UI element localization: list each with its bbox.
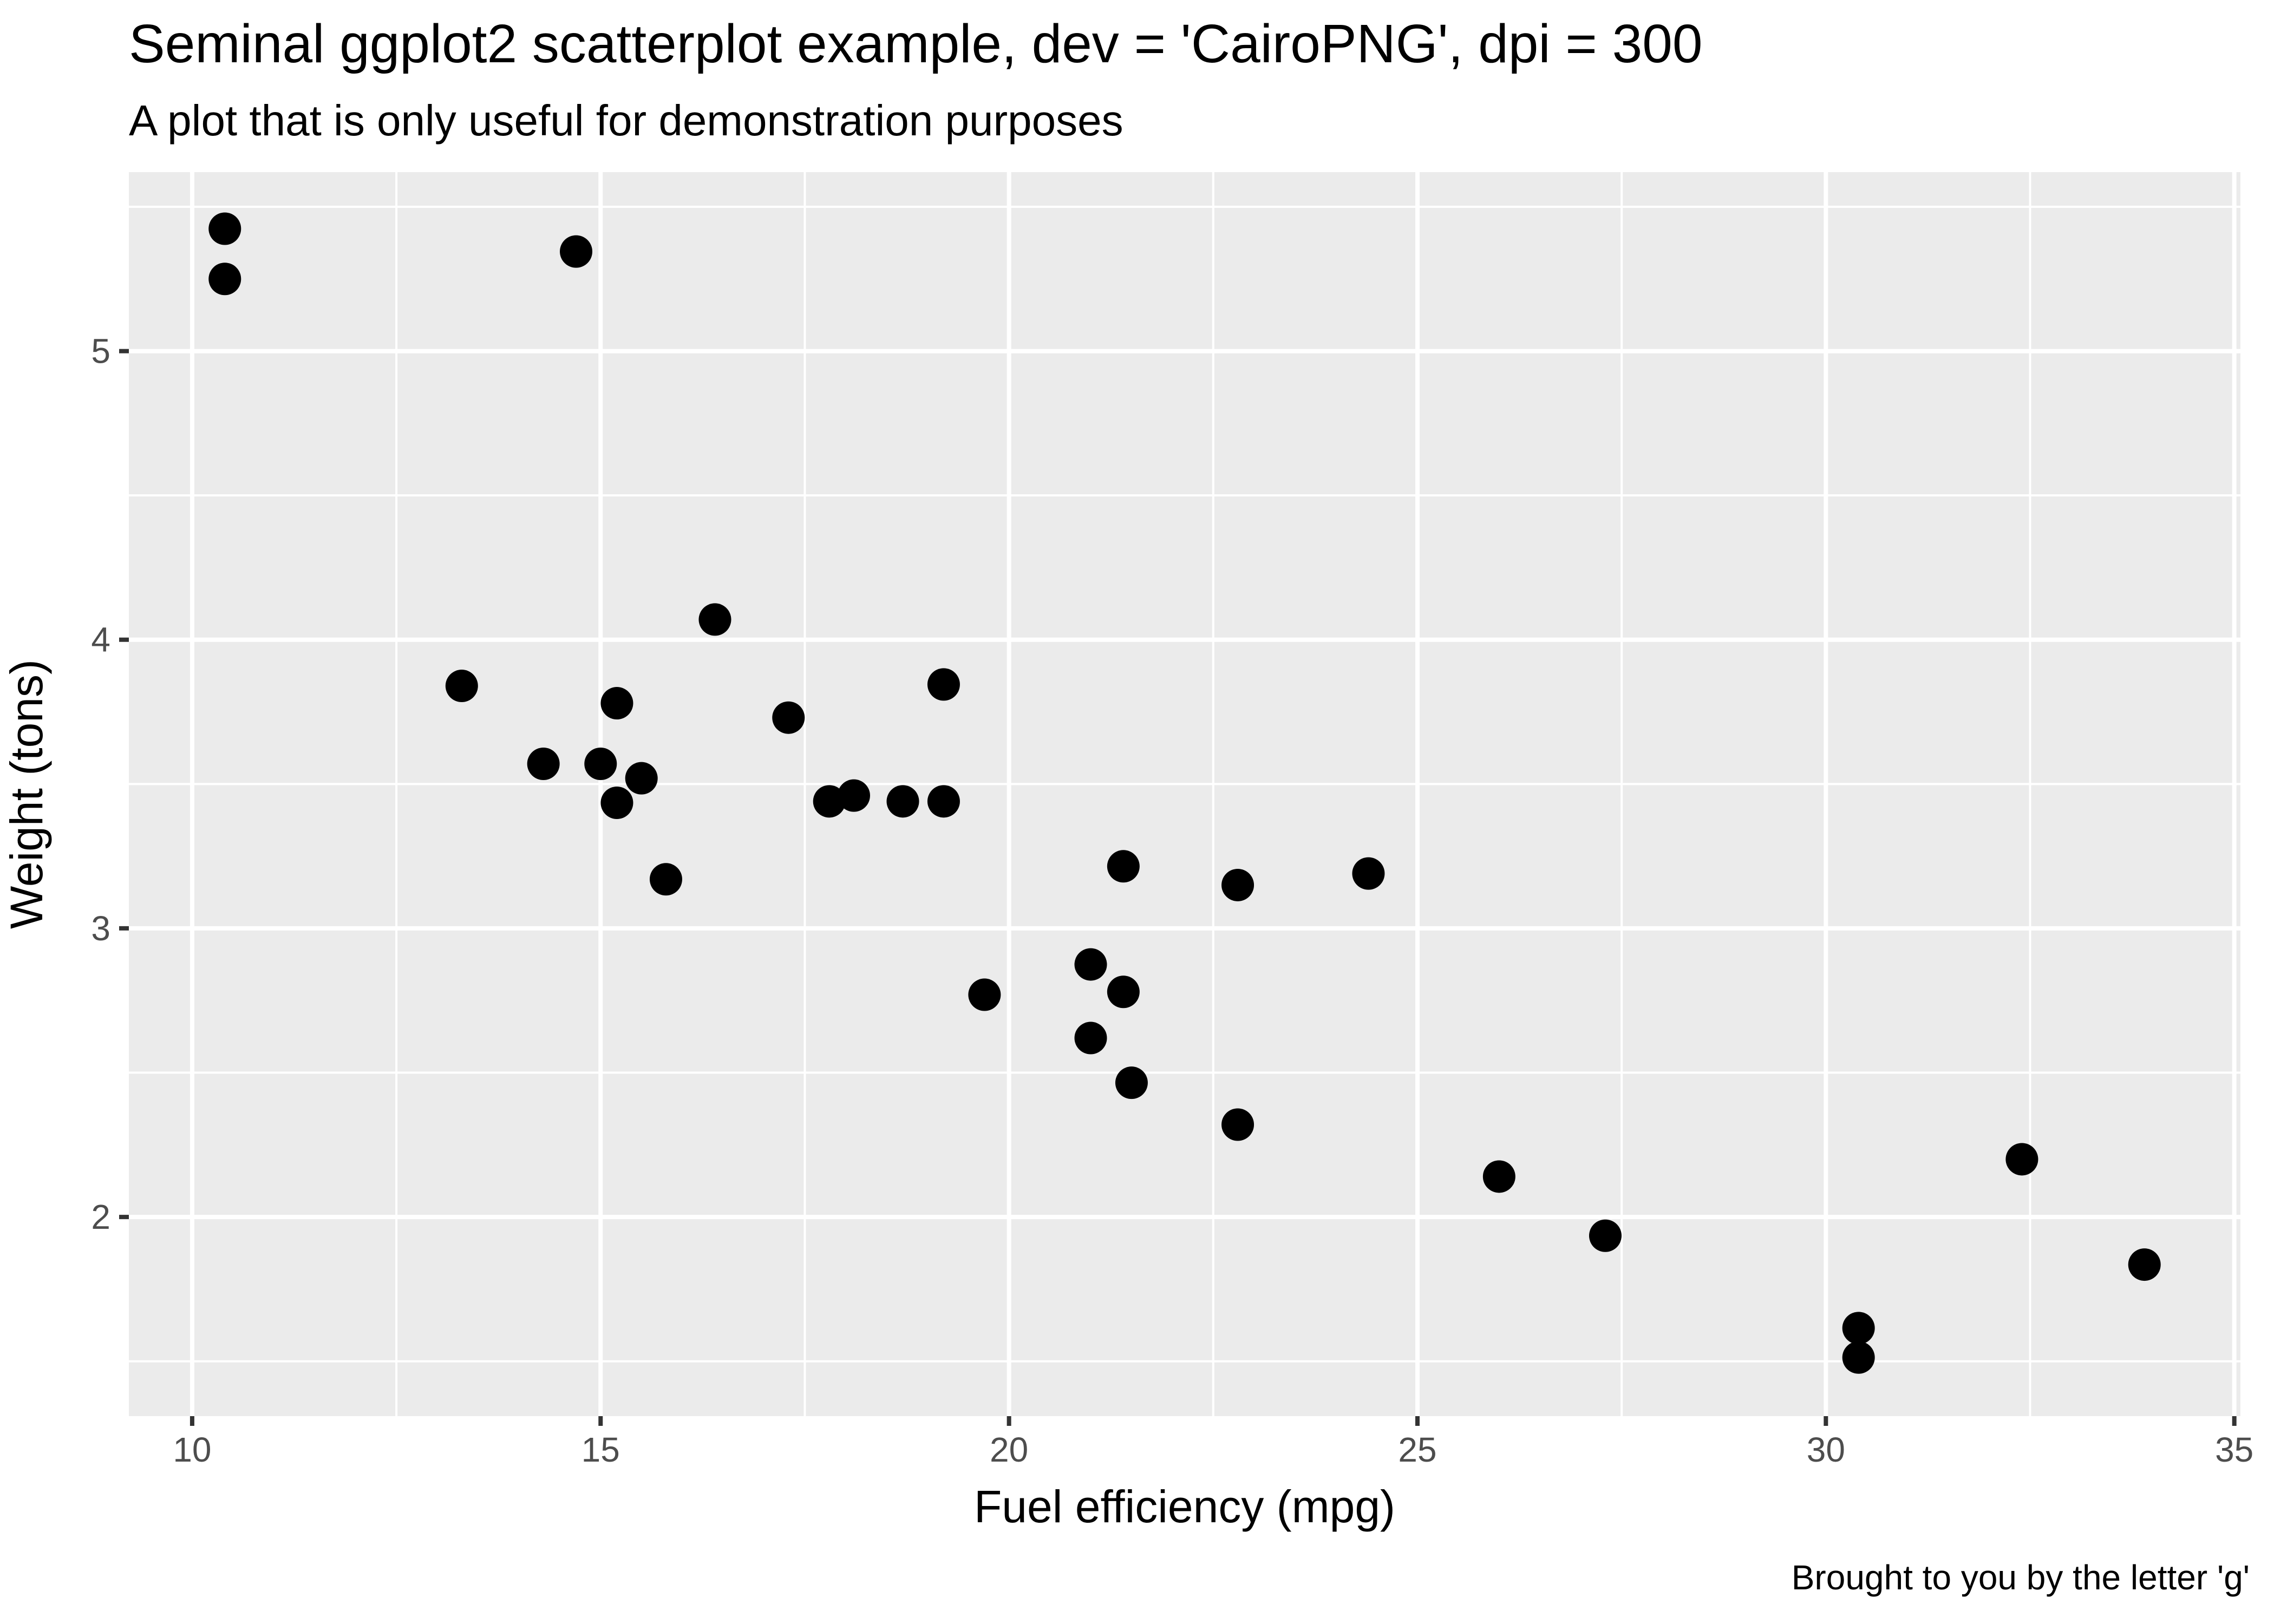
data-point xyxy=(208,212,241,245)
data-point xyxy=(1107,850,1140,883)
data-point xyxy=(600,687,633,720)
chart-title: Seminal ggplot2 scatterplot example, dev… xyxy=(129,14,1702,74)
minor-gridlines xyxy=(129,172,2240,1416)
data-point xyxy=(1115,1066,1148,1099)
data-point xyxy=(649,863,682,896)
y-axis-ticks: 2 3 4 5 xyxy=(91,332,129,1236)
x-tick-label: 15 xyxy=(581,1430,620,1469)
data-point xyxy=(600,786,633,819)
data-point xyxy=(1221,1108,1254,1141)
y-axis-title: Weight (tons) xyxy=(1,659,52,929)
data-point xyxy=(968,978,1001,1011)
data-point xyxy=(445,670,478,703)
data-point xyxy=(927,668,960,701)
data-point xyxy=(2005,1143,2038,1176)
data-point xyxy=(1589,1219,1622,1252)
plot-panel xyxy=(129,172,2240,1416)
data-point xyxy=(886,785,919,818)
data-point xyxy=(1842,1341,1875,1374)
data-point xyxy=(772,701,805,734)
y-tick-label: 2 xyxy=(91,1197,110,1236)
data-point xyxy=(527,748,560,781)
data-point xyxy=(208,263,241,296)
data-point xyxy=(2128,1248,2161,1281)
y-tick-label: 5 xyxy=(91,332,110,371)
x-tick-label: 30 xyxy=(1807,1430,1845,1469)
data-point xyxy=(1482,1160,1515,1193)
major-gridlines xyxy=(129,172,2240,1416)
y-tick-label: 3 xyxy=(91,909,110,948)
x-tick-label: 20 xyxy=(990,1430,1028,1469)
data-point xyxy=(584,748,617,781)
data-point xyxy=(698,603,731,636)
data-point xyxy=(1074,1021,1107,1055)
data-point xyxy=(560,235,593,268)
data-point xyxy=(837,779,870,812)
data-point xyxy=(1842,1312,1875,1345)
data-point xyxy=(813,785,846,818)
chart-caption: Brought to you by the letter 'g' xyxy=(1792,1558,2250,1597)
data-points xyxy=(208,212,2161,1374)
data-point xyxy=(927,785,960,818)
data-point xyxy=(1352,857,1385,890)
data-point xyxy=(625,762,658,795)
x-axis-title: Fuel efficiency (mpg) xyxy=(974,1481,1395,1532)
x-tick-label: 35 xyxy=(2215,1430,2253,1469)
chart-subtitle: A plot that is only useful for demonstra… xyxy=(129,96,1123,145)
x-tick-label: 25 xyxy=(1398,1430,1436,1469)
data-point xyxy=(1107,975,1140,1009)
x-axis-ticks: 10 15 20 25 30 35 xyxy=(173,1416,2253,1469)
data-point xyxy=(1074,948,1107,981)
y-tick-label: 4 xyxy=(91,620,110,659)
data-point xyxy=(1221,868,1254,901)
x-tick-label: 10 xyxy=(173,1430,211,1469)
